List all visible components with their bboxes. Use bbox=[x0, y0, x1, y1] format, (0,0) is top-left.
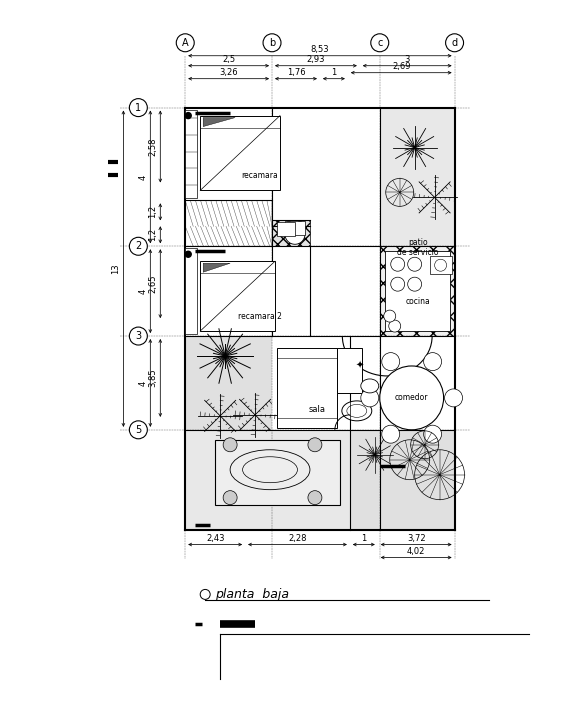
Text: 8,53: 8,53 bbox=[311, 45, 329, 54]
Text: 3: 3 bbox=[135, 331, 141, 341]
Ellipse shape bbox=[361, 379, 379, 393]
Bar bbox=[200, 261, 275, 331]
Text: 4: 4 bbox=[138, 381, 148, 386]
Text: 2,28: 2,28 bbox=[288, 533, 307, 542]
Circle shape bbox=[129, 327, 148, 345]
Text: patio
de servicio: patio de servicio bbox=[397, 238, 439, 257]
Bar bbox=[272, 220, 310, 246]
Bar bbox=[200, 116, 280, 190]
Bar bbox=[385, 251, 450, 331]
Text: comedor: comedor bbox=[395, 393, 428, 403]
Circle shape bbox=[423, 353, 441, 371]
Text: 3,85: 3,85 bbox=[148, 368, 157, 387]
Circle shape bbox=[361, 389, 379, 407]
Circle shape bbox=[308, 491, 322, 505]
Text: recamara 2: recamara 2 bbox=[238, 312, 282, 321]
Bar bbox=[215, 439, 340, 505]
Text: 1: 1 bbox=[135, 103, 141, 113]
Ellipse shape bbox=[347, 405, 367, 417]
Circle shape bbox=[176, 34, 194, 52]
Text: sala: sala bbox=[309, 405, 325, 415]
Bar bbox=[350, 430, 454, 530]
Text: 13: 13 bbox=[111, 263, 120, 274]
Bar bbox=[380, 246, 454, 336]
Text: 2: 2 bbox=[135, 241, 141, 251]
Circle shape bbox=[445, 389, 463, 407]
Text: 3,26: 3,26 bbox=[220, 67, 238, 77]
Ellipse shape bbox=[342, 401, 372, 421]
Circle shape bbox=[423, 425, 441, 443]
Circle shape bbox=[445, 34, 463, 52]
Text: 2,65: 2,65 bbox=[148, 275, 157, 293]
Text: 3,72: 3,72 bbox=[407, 533, 426, 542]
Bar bbox=[277, 222, 295, 236]
Circle shape bbox=[285, 224, 305, 244]
Text: A: A bbox=[182, 38, 189, 48]
Bar bbox=[337, 348, 362, 393]
Text: ✦: ✦ bbox=[356, 361, 364, 371]
Text: 1,2: 1,2 bbox=[148, 205, 157, 219]
Circle shape bbox=[380, 366, 444, 430]
Text: 3: 3 bbox=[404, 55, 410, 64]
Text: 1: 1 bbox=[331, 67, 337, 77]
Text: 4: 4 bbox=[138, 175, 148, 180]
Polygon shape bbox=[203, 263, 230, 272]
Circle shape bbox=[200, 589, 210, 599]
Text: recamara: recamara bbox=[242, 171, 279, 180]
Circle shape bbox=[129, 237, 148, 256]
Circle shape bbox=[185, 251, 191, 257]
Text: 4: 4 bbox=[138, 288, 148, 294]
Circle shape bbox=[308, 438, 322, 452]
Text: 1,76: 1,76 bbox=[287, 67, 305, 77]
Text: 2,5: 2,5 bbox=[222, 55, 235, 64]
Text: 2,69: 2,69 bbox=[392, 62, 410, 71]
Bar bbox=[380, 108, 454, 246]
Circle shape bbox=[223, 491, 237, 505]
Circle shape bbox=[129, 99, 148, 116]
Text: 4,02: 4,02 bbox=[407, 547, 426, 555]
Bar bbox=[277, 348, 337, 428]
Text: 5: 5 bbox=[135, 425, 141, 435]
Text: cocina: cocina bbox=[405, 297, 430, 305]
Circle shape bbox=[371, 34, 388, 52]
Circle shape bbox=[223, 438, 237, 452]
Bar bbox=[185, 109, 197, 198]
Circle shape bbox=[382, 353, 400, 371]
Text: 2,43: 2,43 bbox=[206, 533, 225, 542]
Circle shape bbox=[388, 320, 401, 332]
Text: 2,93: 2,93 bbox=[307, 55, 325, 64]
Circle shape bbox=[263, 34, 281, 52]
Circle shape bbox=[129, 421, 148, 439]
Text: planta  baja: planta baja bbox=[215, 588, 289, 601]
Bar bbox=[185, 248, 197, 334]
Text: 1: 1 bbox=[361, 533, 367, 542]
Text: c: c bbox=[377, 38, 382, 48]
Circle shape bbox=[384, 310, 396, 322]
Bar bbox=[430, 256, 452, 274]
Bar bbox=[185, 430, 350, 530]
Bar bbox=[285, 222, 305, 235]
Text: 2,58: 2,58 bbox=[148, 137, 157, 155]
Circle shape bbox=[382, 425, 400, 443]
Text: 1,2: 1,2 bbox=[148, 228, 157, 241]
Text: b: b bbox=[269, 38, 275, 48]
Circle shape bbox=[185, 113, 191, 119]
Bar bbox=[185, 336, 272, 430]
Polygon shape bbox=[203, 118, 235, 126]
Text: d: d bbox=[452, 38, 458, 48]
